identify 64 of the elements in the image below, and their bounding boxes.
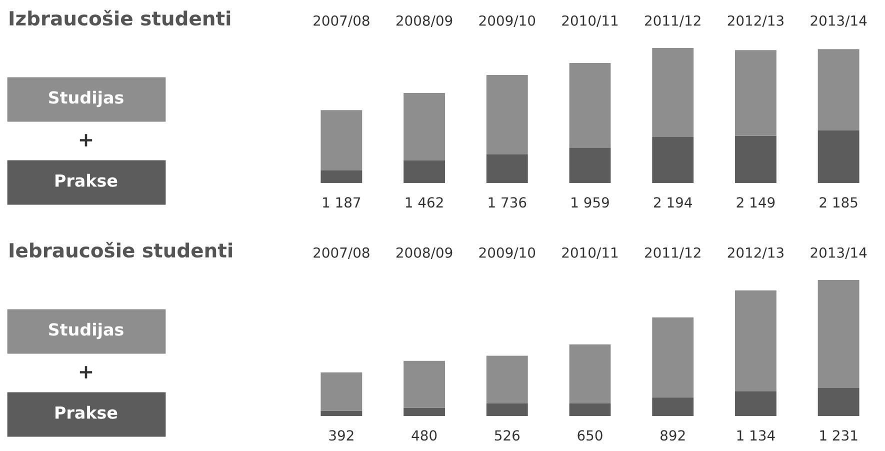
text: 2 149: [736, 197, 775, 208]
x-tick-label: 2013/14: [810, 15, 867, 27]
bar: [818, 49, 860, 130]
text: 1 231: [820, 430, 858, 441]
text: 1 736: [488, 197, 526, 208]
bar: [320, 372, 362, 411]
x-tick-label: 2008/09: [396, 15, 452, 27]
x-tick-label: 2012/13: [728, 247, 784, 259]
text: Studijas: [49, 90, 124, 108]
x-tick-label: 2009/10: [479, 247, 536, 259]
text: +: [80, 134, 92, 146]
bar: [486, 154, 528, 183]
x-tick-label: 2010/11: [562, 247, 618, 259]
bar: [818, 388, 860, 416]
x-tick-label: 2009/10: [479, 15, 536, 27]
bar: [486, 403, 528, 416]
bar: [404, 92, 445, 160]
text: 892: [660, 430, 685, 441]
text: Prakse: [56, 406, 118, 419]
bar: [735, 50, 776, 136]
text: 1 187: [323, 197, 360, 208]
bar: [652, 317, 694, 398]
bar: [818, 280, 860, 388]
text: +: [80, 366, 92, 378]
text: 650: [578, 430, 602, 441]
bar: [735, 391, 776, 416]
x-tick-label: 2011/12: [645, 15, 700, 27]
bar: [320, 410, 362, 416]
bar: [652, 136, 694, 183]
x-tick-label: 2013/14: [810, 247, 867, 259]
bar: [735, 136, 776, 183]
text: 392: [329, 430, 354, 441]
bar: [486, 356, 528, 404]
text: 526: [494, 430, 520, 441]
text: Iebraucošie studenti: [10, 242, 232, 258]
x-tick-label: 2007/08: [314, 247, 370, 259]
bar: [320, 110, 362, 170]
x-tick-label: 2007/08: [314, 15, 370, 27]
bar: [735, 290, 776, 392]
text: 1 462: [406, 197, 443, 208]
bar: [404, 160, 445, 183]
text: Izbraucošie studenti: [10, 10, 230, 26]
bar: [818, 130, 860, 183]
text: 2 194: [654, 197, 692, 208]
bar: [652, 48, 694, 137]
x-tick-label: 2011/12: [645, 247, 700, 259]
text: Studijas: [49, 322, 124, 340]
bar: [320, 170, 362, 183]
bar: [404, 408, 445, 416]
text: 1 134: [737, 430, 775, 441]
x-tick-label: 2012/13: [728, 15, 784, 27]
bar: [404, 360, 445, 408]
bar: [652, 397, 694, 416]
bar: [569, 403, 611, 416]
text: Prakse: [56, 174, 118, 187]
text: 2 185: [820, 197, 858, 208]
bar: [486, 75, 528, 154]
text: 480: [412, 430, 437, 441]
bar: [569, 344, 611, 404]
bar: [569, 62, 611, 148]
x-tick-label: 2010/11: [562, 15, 618, 27]
x-tick-label: 2008/09: [396, 247, 452, 259]
text: 1 959: [572, 197, 609, 208]
bar: [569, 148, 611, 183]
